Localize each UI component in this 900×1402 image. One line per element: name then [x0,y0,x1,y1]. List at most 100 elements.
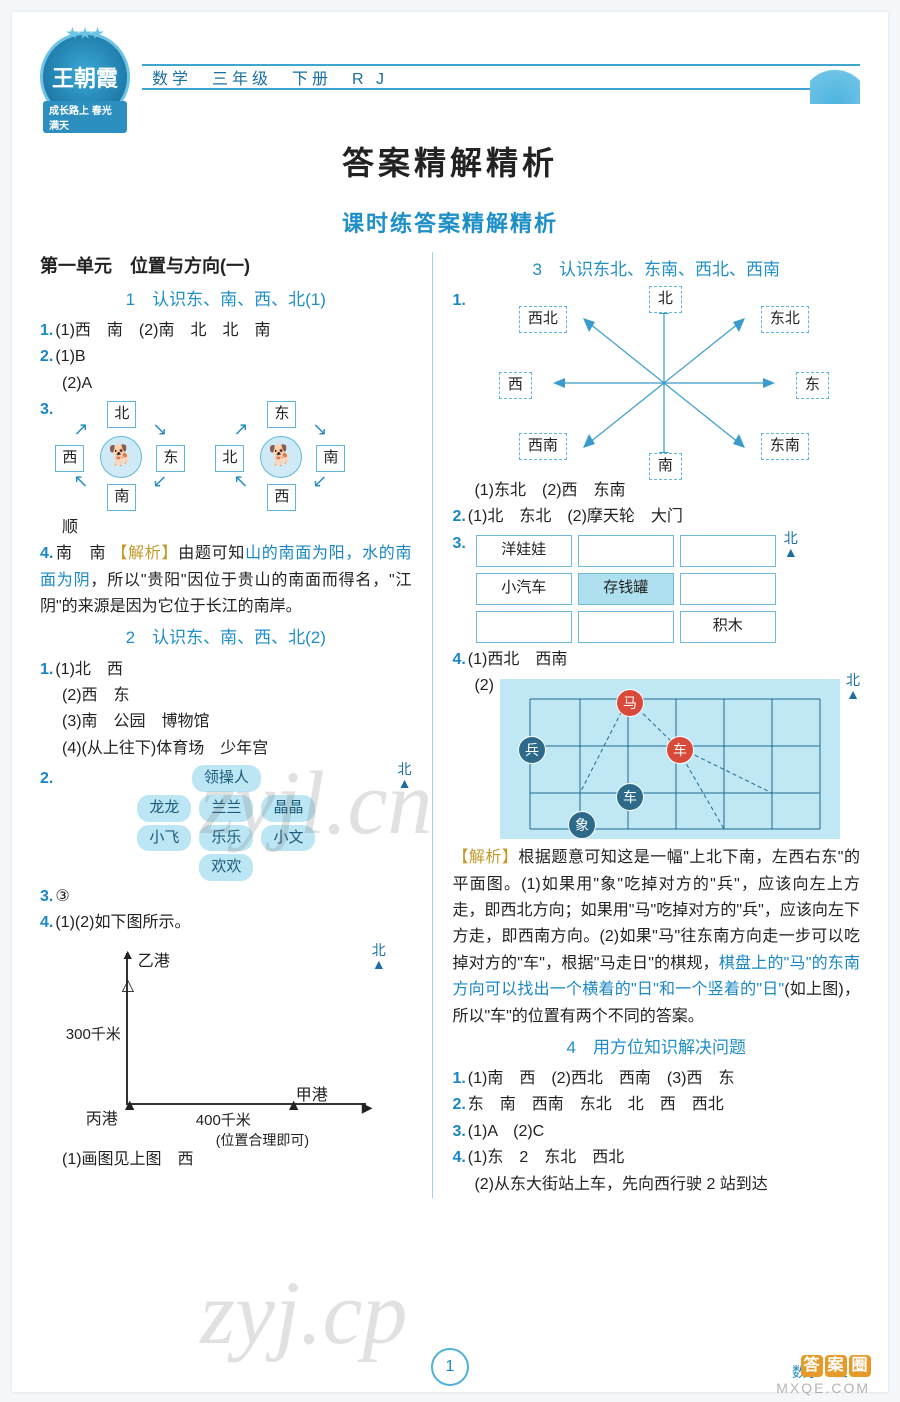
q2a: 2.(1)B [40,344,412,370]
lesson1-title: 1 认识东、南、西、北(1) [40,286,412,314]
analysis-block: 【解析】根据题意可知这是一幅"上北下南，左西右东"的平面图。(1)如果用"象"吃… [452,845,860,1030]
right-column: 3 认识东北、东南、西北、西南 1. [452,252,860,1198]
unit-title: 第一单元 位置与方向(一) [40,252,412,282]
qnum: 2. [452,508,465,525]
page-root: 王朝霞 成长路上 春光满天 数学 三年级 下册 R J 答案精解精析 课时练答案… [12,12,888,1392]
grid-cell: 小汽车 [476,573,572,605]
chip: 领操人 [192,765,261,792]
north-arrow-icon: 北▲ [398,762,412,790]
chip: 欢欢 [199,854,253,881]
qnum: 2. [40,348,53,365]
arrow-icon: ↙ [152,467,167,497]
l2q1a: 1.(1)北 西 [40,657,412,683]
chip: 小文 [261,825,315,852]
dir-e: 东 [796,372,829,399]
qnum: 4. [452,651,465,668]
dir-n: 东 [267,401,296,428]
note: (位置合理即可) [216,1129,309,1152]
compass-wrap: 🐕 北 东 南 西 ↘ ↙ ↖ ↗ 🐕 东 南 西 [55,401,345,511]
dir-sw: 西南 [519,433,567,460]
qnum: 3. [40,397,53,423]
triangle-icon: ▲ [122,1093,138,1119]
l2q1b: (2)西 东 [40,683,412,709]
chip: 晶晶 [261,795,315,822]
arrow-icon: ↖ [73,467,88,497]
qnum: 2. [452,1096,465,1113]
chip: 乐乐 [199,825,253,852]
header-meta: 数学 三年级 下册 R J [142,64,860,90]
grid-cell [578,535,674,567]
yi-harbor: 乙港 [138,949,170,975]
qnum: 1. [40,661,53,678]
l4q4b: (2)从东大街站上车，先向西行驶 2 站到达 [452,1172,860,1198]
dir-ne: 东北 [761,306,809,333]
dog-icon: 🐕 [260,436,302,478]
grid-cell [476,611,572,643]
q4: 4.南 南 【解析】由题可知山的南面为阳，水的南面为阴，所以"贵阳"因位于贵山的… [40,541,412,620]
analysis-tag: 【解析】 [452,849,518,866]
arrow-icon: ↙ [312,467,327,497]
chip: 龙龙 [137,795,191,822]
l2q2: 2. 领操人 龙龙 兰兰 晶晶 小飞 乐乐 小文 欢欢 北▲ [40,762,412,884]
arrow-icon: ↖ [233,467,248,497]
l3q2: 2.(1)北 东北 (2)摩天轮 大门 [452,504,860,530]
dir-s: 南 [649,453,682,480]
north-arrow-icon: 北▲ [846,673,860,701]
chip: 小飞 [137,825,191,852]
compass-ccw: 🐕 东 南 西 北 ↘ ↙ ↖ ↗ [215,401,345,511]
chip: 兰兰 [199,795,253,822]
port-chart: ▲ ▶ 300千米 400千米 乙港 丙港 甲港 △ ▲ ▲ (位置合理即可) … [66,943,386,1143]
items-grid: 洋娃娃 小汽车 存钱罐 积木 [476,535,776,643]
qnum: 3. [40,888,53,905]
qnum: 3. [452,1123,465,1140]
sub-label: (2) [452,673,494,699]
l2q4: 4.(1)(2)如下图所示。 [40,910,412,936]
l4q3: 3.(1)A (2)C [452,1119,860,1145]
l3q1: 1. [452,288,860,478]
l3q3: 3. 洋娃娃 小汽车 存钱罐 积木 北▲ [452,531,860,647]
compass-clockwise: 🐕 北 东 南 西 ↘ ↙ ↖ ↗ [55,401,185,511]
arrowhead-icon: ▲ [121,943,135,966]
qnum: 4. [40,545,53,562]
l2q1c: (3)南 公园 博物馆 [40,709,412,735]
qnum: 4. [452,1149,465,1166]
dir-w: 西 [499,372,532,399]
brand-char: 答 [801,1355,823,1377]
arrow-icon: ↗ [73,415,88,445]
dir-n: 北 [649,286,682,313]
sun-icon [810,54,860,104]
qnum: 3. [452,531,465,557]
dir-se: 东南 [761,433,809,460]
q1: 1.(1)西 南 (2)南 北 北 南 [40,318,412,344]
q3-row: 3. 🐕 北 东 南 西 ↘ ↙ ↖ ↗ 🐕 东 [40,397,412,515]
triangle-icon: △ [122,973,134,999]
brand-char: 案 [825,1355,847,1377]
arrowhead-icon: ▶ [362,1096,373,1119]
l4q4a: 4.(1)东 2 东北 西北 [452,1145,860,1171]
brand-badge: 王朝霞 成长路上 春光满天 [40,32,130,122]
grid-cell-highlight: 存钱罐 [578,573,674,605]
triangle-icon: ▲ [286,1093,302,1119]
l3q4: 4.(1)西北 西南 [452,647,860,673]
content-columns: 第一单元 位置与方向(一) 1 认识东、南、西、北(1) 1.(1)西 南 (2… [40,252,860,1198]
l3q1-ans: (1)东北 (2)西 东南 [452,478,860,504]
column-divider [432,252,433,1198]
axis-horizontal [126,1103,366,1105]
qnum: 4. [40,914,53,931]
page-number: 1 [431,1348,469,1386]
bing-harbor: 丙港 [86,1107,118,1133]
l4q2: 2.东 南 西南 东北 北 西 西北 [452,1092,860,1118]
l2q3: 3.③ [40,884,412,910]
brand-char: 圈 [849,1355,871,1377]
brand-watermark: 答案圈 [800,1352,872,1378]
grid-cell [680,573,776,605]
dir-n: 北 [107,401,136,428]
qnum: 1. [452,1070,465,1087]
chessboard: 马兵车车象 [500,679,840,839]
qnum: 2. [40,766,53,792]
north-arrow-icon: 北▲ [372,943,386,971]
dir-s: 西 [267,484,296,511]
header-text: 数学 三年级 下册 R J [152,65,388,89]
header: 王朝霞 成长路上 春光满天 数学 三年级 下册 R J [40,32,860,122]
lesson4-title: 4 用方位知识解决问题 [452,1034,860,1062]
